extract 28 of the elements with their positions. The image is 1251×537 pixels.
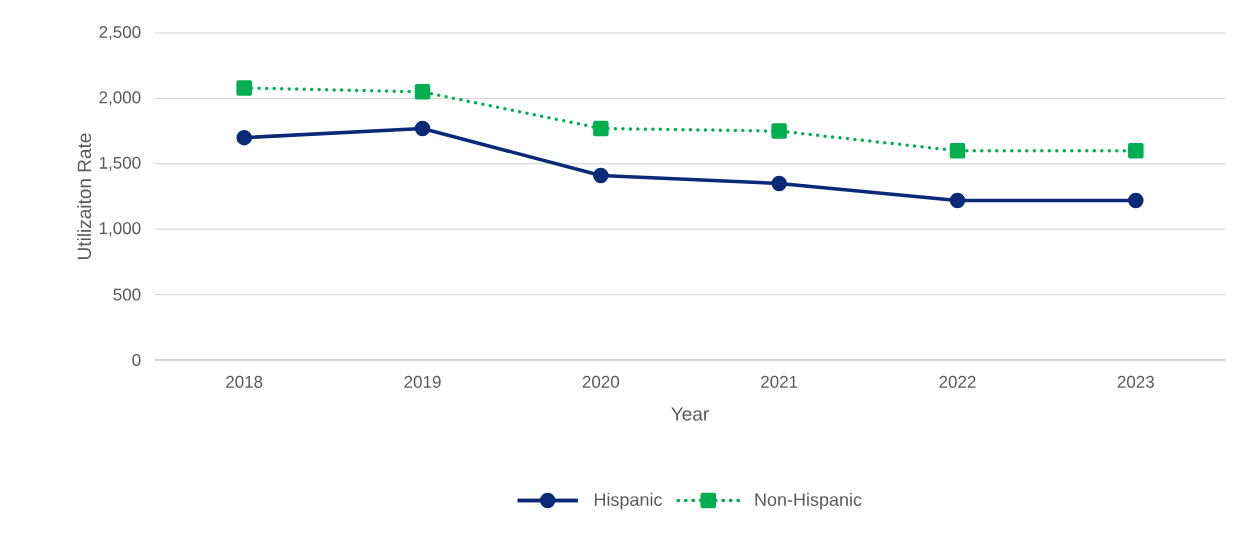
- point: [1128, 192, 1144, 209]
- point: [236, 129, 252, 146]
- point: [414, 84, 431, 100]
- x-tick-label: 2023: [1117, 375, 1154, 388]
- point: [949, 192, 966, 209]
- y-tick-label: 1,000: [99, 222, 141, 237]
- point: [771, 123, 787, 139]
- y-axis-title: Utilizaiton Rate: [77, 133, 92, 259]
- point: [236, 80, 252, 96]
- y-tick-label: 2,500: [99, 25, 141, 41]
- point: [593, 120, 609, 137]
- point: [771, 175, 787, 192]
- x-axis-title: Year: [671, 407, 709, 421]
- x-tick-label: 2021: [761, 375, 798, 388]
- point: [414, 120, 431, 137]
- y-tick-label: 500: [113, 288, 141, 301]
- point: [949, 142, 966, 159]
- y-tick-label: 2,000: [99, 91, 141, 106]
- legend-label: Non-Hispanic: [755, 492, 862, 510]
- x-tick-label: 2018: [226, 375, 263, 388]
- y-tick-label: 0: [132, 353, 141, 367]
- legend-label: Hispanic: [594, 492, 662, 510]
- x-tick-label: 2020: [582, 375, 620, 388]
- point: [593, 167, 609, 184]
- point: [1128, 142, 1144, 159]
- y-tick-label: 1,500: [99, 156, 141, 171]
- x-tick-label: 2022: [939, 375, 976, 388]
- x-tick-label: 2019: [404, 375, 441, 388]
